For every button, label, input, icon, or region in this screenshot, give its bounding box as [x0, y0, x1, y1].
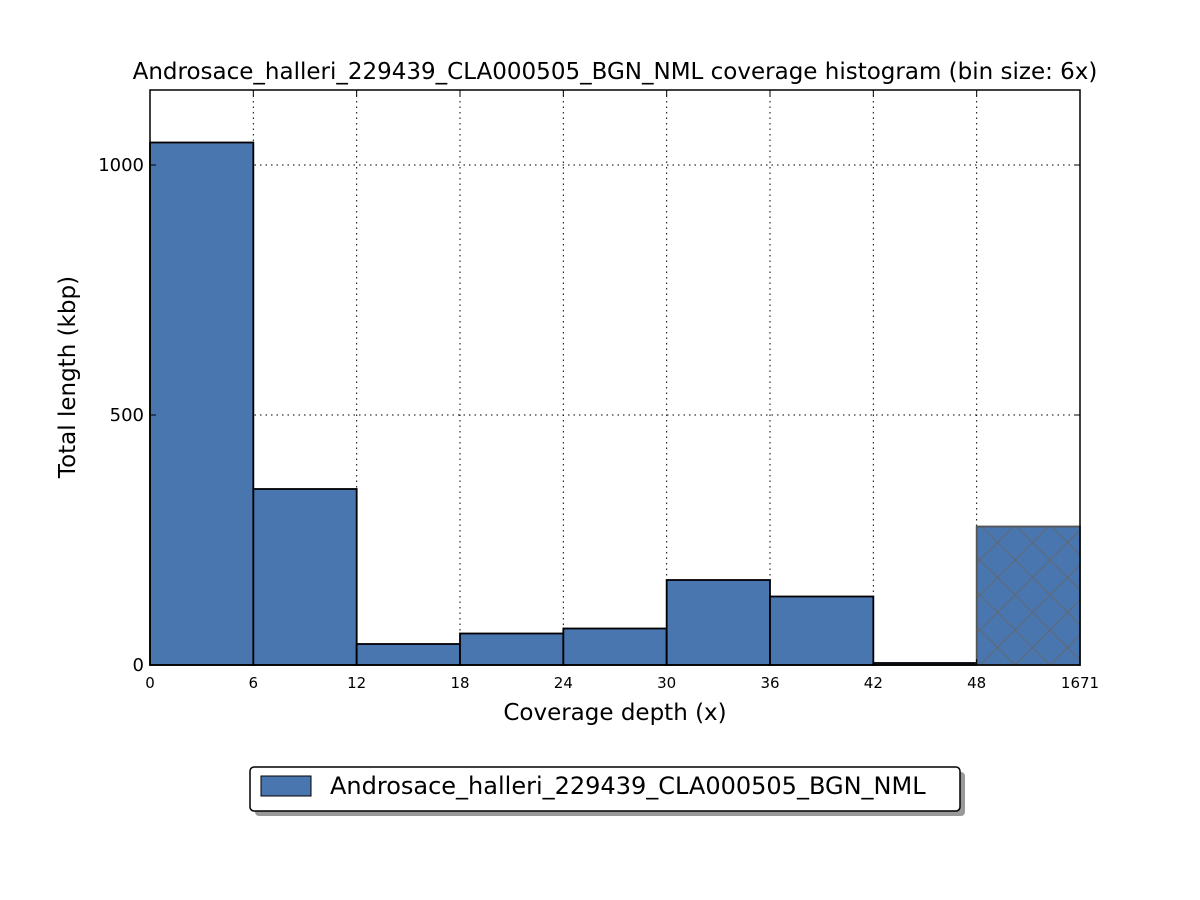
y-tick-labels: 0 500 1000: [98, 155, 144, 676]
y-tick-label: 1000: [98, 155, 144, 176]
histogram-bar: [355, 643, 461, 666]
histogram-bar: [562, 627, 668, 666]
y-axis-label: Total length (kbp): [55, 276, 81, 479]
axis-ticks: [149, 90, 1081, 666]
x-tick-label: 36: [760, 674, 779, 692]
x-axis-label: Coverage depth (x): [503, 700, 726, 726]
plot-area-frame: [149, 89, 1081, 666]
histogram-bar: [665, 579, 771, 666]
x-tick-label: 24: [554, 674, 573, 692]
chart-title: Androsace_halleri_229439_CLA000505_BGN_N…: [133, 59, 1098, 85]
histogram-bar: [149, 141, 255, 666]
legend: Androsace_halleri_229439_CLA000505_BGN_N…: [249, 766, 965, 816]
x-tick-label: 48: [967, 674, 986, 692]
histogram-bars: [149, 141, 1081, 666]
x-tick-label: 18: [450, 674, 469, 692]
x-tick-label: 42: [864, 674, 883, 692]
histogram-bar-overflow: [975, 525, 1081, 666]
histogram-bar: [459, 632, 565, 666]
x-tick-label: 0: [145, 674, 155, 692]
x-tick-label: 12: [347, 674, 366, 692]
histogram-bar: [769, 595, 875, 666]
legend-swatch: [260, 775, 312, 797]
y-tick-label: 500: [110, 405, 144, 426]
y-tick-label: 0: [133, 655, 144, 676]
x-tick-label: 6: [249, 674, 259, 692]
x-tick-label: 1671: [1061, 674, 1099, 692]
x-tick-labels: 0 6 12 18 24 30 36 42 48 1671: [145, 674, 1099, 692]
histogram-bar: [252, 488, 358, 666]
legend-label: Androsace_halleri_229439_CLA000505_BGN_N…: [330, 772, 926, 800]
x-tick-label: 30: [657, 674, 676, 692]
legend-box: [249, 766, 961, 812]
